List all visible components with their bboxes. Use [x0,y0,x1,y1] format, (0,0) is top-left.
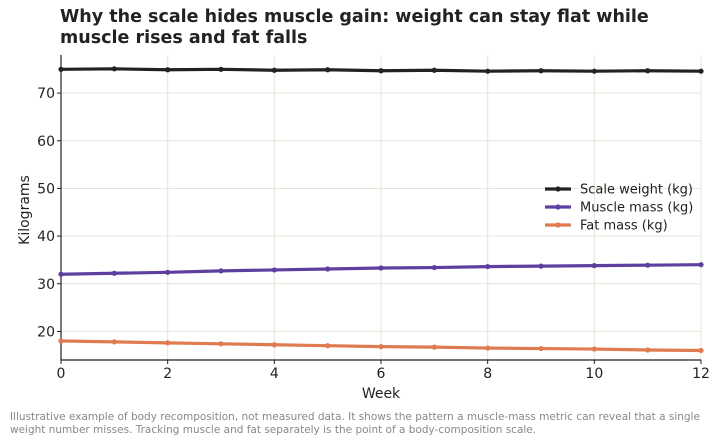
data-point [645,262,651,268]
chart-title: Why the scale hides muscle gain: weight … [60,7,649,48]
data-point [271,67,277,73]
legend-entry-2: Fat mass (kg) [545,219,668,234]
grid-lines [60,55,702,360]
data-point [218,268,224,274]
data-point [538,68,544,74]
y-tick-label: 70 [37,86,55,102]
data-point [111,339,117,345]
data-point [378,344,384,350]
data-point [218,66,224,72]
x-tick-label: 8 [483,366,492,382]
data-point [325,67,331,73]
data-point [645,347,651,353]
data-point [485,68,491,74]
data-point [271,342,277,348]
y-tick-label: 30 [37,277,55,293]
data-point [698,262,704,268]
y-tick-label: 40 [37,229,55,245]
data-point [591,68,597,74]
legend-entry-0: Scale weight (kg) [545,183,693,198]
x-tick-label: 4 [270,366,279,382]
data-point [698,347,704,354]
axes [57,55,702,364]
data-point [58,66,64,72]
series-lines [58,66,704,354]
x-tick-label: 0 [57,366,66,382]
legend-label: Fat mass (kg) [580,219,668,234]
y-tick-label: 20 [37,324,55,340]
data-point [111,270,117,276]
data-point [58,271,64,277]
data-point [58,338,64,344]
legend: Scale weight (kg) Muscle mass (kg) Fat mas… [545,183,693,234]
tick-labels: 0 2 4 6 8 10 12 20 30 40 50 60 70 [37,86,710,382]
series-2 [58,338,704,354]
legend-marker [555,204,561,210]
chart-caption: Illustrative example of body recompositi… [10,411,700,436]
x-tick-label: 10 [585,366,603,382]
data-point [485,263,491,270]
legend-label: Muscle mass (kg) [580,201,693,216]
data-point [431,67,437,73]
x-axis-label: Week [362,386,401,402]
data-point [271,267,277,273]
x-tick-label: 12 [692,366,710,382]
y-tick-label: 50 [37,181,55,197]
data-point [218,341,224,347]
data-point [325,266,331,272]
series-1 [58,262,704,277]
data-point [111,66,117,72]
data-point [591,346,597,352]
x-tick-label: 2 [163,366,172,382]
data-point [165,67,171,73]
data-point [645,68,651,74]
data-point [325,343,331,349]
data-point [485,345,491,351]
y-tick-label: 60 [37,134,55,150]
data-point [431,344,437,350]
x-tick-label: 6 [377,366,386,382]
data-point [378,68,384,74]
data-point [591,263,597,269]
data-point [378,265,384,271]
data-point [431,264,437,271]
data-point [165,340,171,346]
series-0 [58,66,704,74]
legend-marker [555,222,561,228]
data-point [538,345,544,352]
legend-marker [555,186,561,192]
legend-label: Scale weight (kg) [580,183,693,198]
y-axis-label: Kilograms [17,175,33,245]
data-point [165,269,171,275]
data-point [698,68,704,74]
data-point [538,263,544,269]
legend-entry-1: Muscle mass (kg) [545,201,693,216]
